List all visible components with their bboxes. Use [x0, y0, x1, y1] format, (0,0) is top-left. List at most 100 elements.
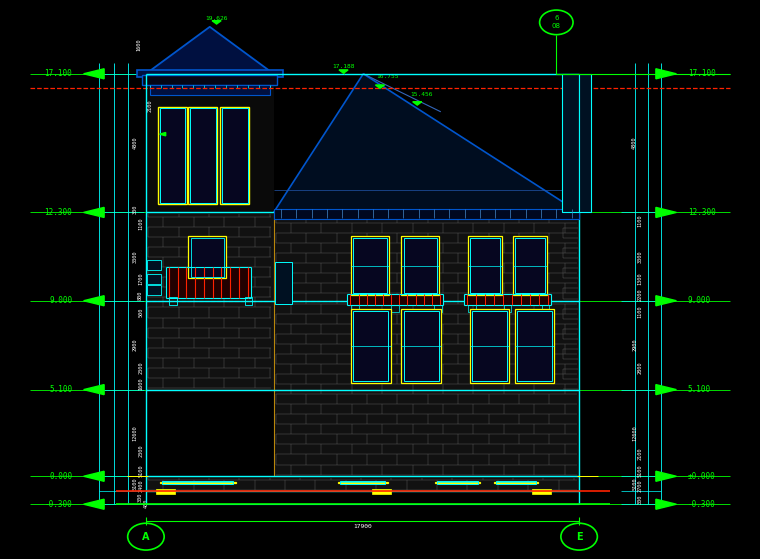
Text: 2700: 2700 [638, 480, 642, 492]
Text: 12600: 12600 [632, 425, 637, 440]
Bar [513, 236, 547, 295]
Bar [150, 85, 270, 95]
Bar [470, 309, 509, 383]
Bar [220, 107, 249, 204]
Bar [137, 70, 283, 77]
Polygon shape [656, 471, 676, 481]
Bar [188, 107, 217, 204]
Polygon shape [375, 85, 385, 88]
Polygon shape [274, 74, 579, 212]
Polygon shape [84, 69, 104, 79]
Polygon shape [274, 212, 579, 476]
Polygon shape [84, 385, 104, 395]
Text: 9.000: 9.000 [49, 296, 72, 305]
Text: 2100: 2100 [638, 448, 642, 460]
Bar [504, 305, 511, 312]
Bar [437, 481, 478, 484]
Bar [191, 238, 224, 277]
Polygon shape [84, 499, 104, 509]
Bar [494, 482, 538, 483]
Polygon shape [413, 102, 422, 105]
Bar [274, 209, 579, 219]
Bar [156, 489, 175, 494]
Bar [160, 482, 236, 483]
Text: 2300: 2300 [138, 361, 143, 373]
Text: 17.100: 17.100 [688, 69, 716, 78]
Bar [391, 305, 399, 312]
Text: 300: 300 [138, 492, 143, 501]
Text: -0.300: -0.300 [44, 500, 72, 509]
Bar [160, 108, 185, 203]
Bar [404, 311, 439, 381]
Text: 17.100: 17.100 [44, 69, 72, 78]
Polygon shape [84, 471, 104, 481]
Text: ±0.000: ±0.000 [688, 472, 716, 481]
Text: 12600: 12600 [133, 425, 138, 440]
Text: 1100: 1100 [638, 306, 642, 318]
Polygon shape [146, 476, 579, 491]
Bar [579, 74, 591, 212]
Text: 500: 500 [138, 307, 143, 316]
Polygon shape [339, 70, 348, 73]
Text: 0.000: 0.000 [49, 472, 72, 481]
Polygon shape [146, 212, 274, 390]
Text: 2400: 2400 [138, 480, 143, 492]
Text: 5.100: 5.100 [49, 385, 72, 394]
Text: 6: 6 [554, 16, 559, 21]
Text: 2300: 2300 [138, 445, 143, 457]
Bar [472, 311, 507, 381]
Bar [372, 489, 391, 494]
Polygon shape [146, 27, 274, 74]
Bar [562, 74, 579, 212]
Polygon shape [656, 207, 676, 217]
Text: 5100: 5100 [133, 477, 138, 490]
Text: 5.100: 5.100 [688, 385, 711, 394]
Polygon shape [84, 207, 104, 217]
Bar [222, 108, 248, 203]
Bar [147, 274, 161, 284]
Text: 2900: 2900 [632, 339, 637, 352]
Bar [496, 481, 536, 484]
Text: 1700: 1700 [138, 272, 143, 285]
Bar [517, 311, 552, 381]
Text: 1600: 1600 [137, 39, 141, 51]
Bar [158, 107, 187, 204]
Text: 4800: 4800 [133, 137, 138, 149]
Polygon shape [146, 74, 274, 212]
Text: 17.188: 17.188 [332, 64, 355, 69]
Bar [353, 238, 387, 293]
Text: A: A [142, 532, 150, 542]
Bar [169, 297, 177, 305]
Bar [542, 305, 549, 312]
Text: 5100: 5100 [638, 465, 642, 477]
Text: 5100: 5100 [138, 465, 143, 477]
Bar [401, 309, 441, 383]
Text: 15.456: 15.456 [410, 92, 433, 97]
Text: 17900: 17900 [353, 524, 372, 529]
Text: 300: 300 [133, 205, 138, 214]
Polygon shape [656, 296, 676, 306]
Bar [142, 75, 277, 85]
Text: 2100: 2100 [147, 100, 152, 112]
Bar [351, 236, 389, 295]
Bar [188, 236, 226, 278]
Polygon shape [656, 385, 676, 395]
Polygon shape [212, 21, 221, 24]
Text: 1600: 1600 [138, 378, 143, 390]
Bar [190, 108, 216, 203]
Text: 1100: 1100 [138, 217, 143, 230]
Bar [351, 309, 391, 383]
Text: 4800: 4800 [632, 137, 637, 149]
Bar [147, 285, 161, 295]
Text: 08: 08 [552, 23, 561, 29]
Bar [340, 481, 385, 484]
Text: 2900: 2900 [133, 339, 138, 352]
Polygon shape [160, 132, 166, 136]
Bar [468, 236, 502, 295]
Text: 14.161: 14.161 [162, 127, 185, 132]
Text: 5100: 5100 [632, 477, 637, 490]
Polygon shape [464, 294, 551, 305]
Bar [470, 238, 500, 293]
Text: 3300: 3300 [133, 250, 138, 263]
Polygon shape [84, 296, 104, 306]
